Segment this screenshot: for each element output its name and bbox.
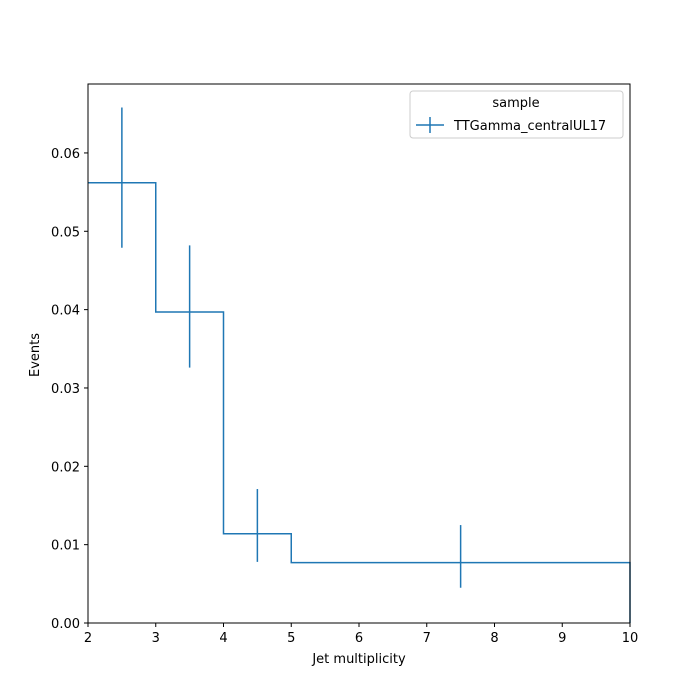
histogram-marks — [88, 107, 631, 623]
x-tick-label: 4 — [219, 631, 227, 646]
x-tick-label: 8 — [490, 631, 498, 646]
x-tick-label: 5 — [287, 631, 295, 646]
x-axis-ticks: 2 3 4 5 6 7 8 9 10 — [84, 623, 638, 646]
x-tick-label: 2 — [84, 631, 92, 646]
x-tick-label: 3 — [152, 631, 160, 646]
histogram-step-line — [88, 181, 631, 623]
legend: sample TTGamma_centralUL17 — [409, 90, 624, 139]
legend-title: sample — [492, 96, 539, 111]
x-tick-label: 6 — [355, 631, 363, 646]
y-tick-label: 0.04 — [51, 304, 80, 319]
y-tick-label: 0.01 — [51, 539, 80, 554]
x-tick-label: 10 — [622, 631, 639, 646]
y-tick-label: 0.03 — [51, 382, 80, 397]
x-axis-label: Jet multiplicity — [311, 652, 406, 667]
legend-entry-label: TTGamma_centralUL17 — [453, 119, 606, 134]
legend-box — [409, 90, 624, 139]
y-tick-label: 0.00 — [51, 617, 80, 632]
y-axis-label: Events — [28, 333, 43, 377]
x-tick-label: 9 — [558, 631, 566, 646]
y-tick-label: 0.02 — [51, 460, 80, 475]
y-tick-label: 0.06 — [51, 147, 80, 162]
y-axis-ticks: 0.00 0.01 0.02 0.03 0.04 0.05 0.06 — [51, 147, 88, 632]
y-tick-label: 0.05 — [51, 225, 80, 240]
x-tick-label: 7 — [423, 631, 431, 646]
